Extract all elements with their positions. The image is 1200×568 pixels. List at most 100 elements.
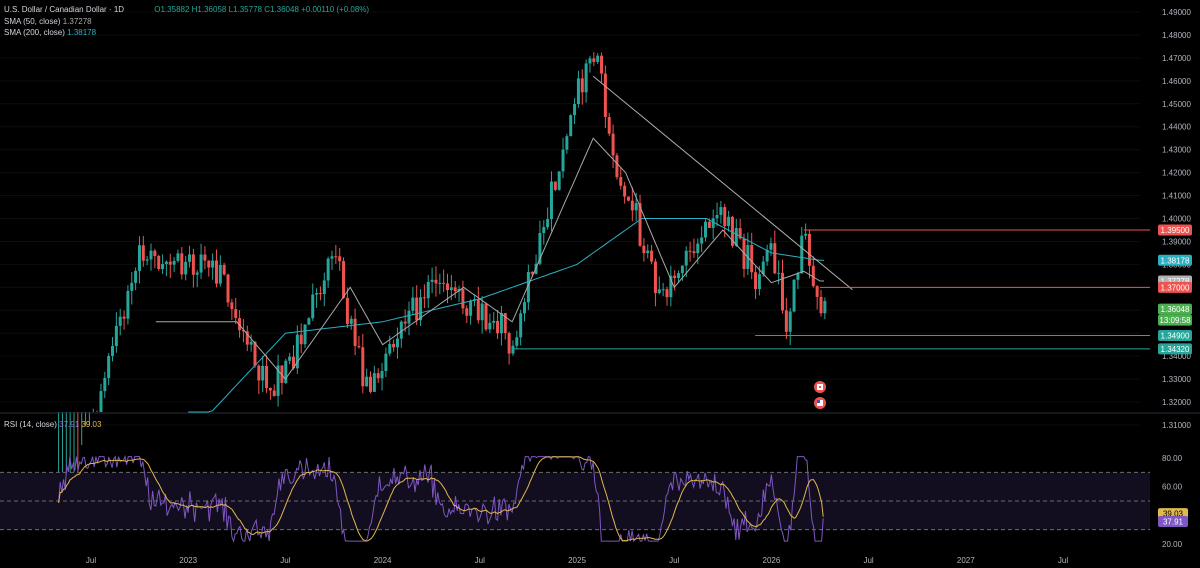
candle [484, 302, 488, 332]
candle [311, 283, 315, 321]
candle [184, 255, 188, 281]
candle [715, 202, 719, 227]
candle-body [761, 261, 765, 275]
candle-body [395, 338, 399, 348]
candle-body [588, 58, 592, 64]
sma200-legend[interactable]: SMA (200, close) 1.38178 [4, 27, 96, 38]
x-tick-label: Jul [475, 556, 485, 565]
candle-body [380, 370, 384, 379]
candle-body [499, 313, 503, 334]
candle-body [368, 376, 372, 392]
candle-body [145, 259, 149, 261]
y-tick-label: 1.39000 [1162, 237, 1191, 246]
candle-body [234, 309, 238, 319]
sma50-line [155, 137, 824, 380]
candle-body [661, 289, 665, 291]
candle [823, 297, 827, 320]
candle-body [218, 264, 222, 284]
candle-body [180, 253, 184, 275]
y-tick-label: 1.49000 [1162, 8, 1191, 17]
sma50-legend[interactable]: SMA (50, close) 1.37278 [4, 16, 92, 27]
candle [811, 256, 815, 288]
candle [199, 243, 203, 279]
candle [218, 255, 222, 287]
level-label-4: 1.34320 [1161, 345, 1190, 354]
candle-body [769, 243, 773, 250]
candle [222, 262, 226, 276]
candle-body [526, 272, 530, 303]
sma200-label: SMA (200, close) [4, 28, 65, 37]
candle [168, 253, 172, 279]
candle [596, 53, 600, 64]
candles-group [58, 52, 827, 521]
candle-body [122, 316, 126, 319]
candle-body [353, 318, 357, 346]
candle-body [357, 345, 361, 348]
candle-body [203, 254, 207, 261]
candle [638, 194, 642, 247]
flag-leaf [819, 386, 821, 388]
candle [507, 331, 511, 365]
candle-body [338, 256, 342, 262]
candle [234, 297, 238, 325]
rsi-legend[interactable]: RSI (14, close) 37.91 39.03 [4, 419, 101, 430]
candle [365, 368, 369, 387]
candle [164, 260, 168, 277]
x-tick-label: 2024 [374, 556, 392, 565]
candle-body [207, 260, 211, 268]
candle-body [754, 272, 758, 290]
candle [453, 280, 457, 299]
candle [257, 364, 261, 394]
candle [111, 337, 115, 362]
candle [523, 298, 527, 322]
candle-body [738, 228, 742, 239]
candle-body [376, 373, 380, 379]
candle-body [230, 302, 234, 310]
candle-body [241, 330, 245, 332]
candle-body [580, 78, 584, 93]
x-tick-label: Jul [280, 556, 290, 565]
candle [526, 264, 530, 310]
candle-body [680, 265, 684, 274]
candle [588, 55, 592, 73]
candle-body [214, 260, 218, 284]
candle-body [546, 219, 550, 228]
candle [607, 112, 611, 136]
y-tick-label: 1.48000 [1162, 31, 1191, 40]
candle-body [430, 279, 434, 282]
x-tick-label: 2027 [957, 556, 975, 565]
candle [600, 52, 604, 83]
candle-body [719, 207, 723, 215]
candle [576, 70, 580, 108]
candle-body [157, 255, 161, 270]
candle [157, 254, 161, 271]
x-tick-label: Jul [86, 556, 96, 565]
candle-body [715, 214, 719, 219]
symbol-title[interactable]: U.S. Dollar / Canadian Dollar · 1D [4, 5, 125, 14]
y-tick-label: 1.44000 [1162, 123, 1191, 132]
candle [569, 114, 573, 137]
candle [642, 237, 646, 262]
candle-body [569, 115, 573, 137]
candle-body [134, 270, 138, 283]
candle-body [153, 250, 157, 256]
candle [546, 207, 550, 230]
candle-body [723, 207, 727, 227]
last-price-label: 1.36048 [1161, 305, 1190, 314]
countdown-label-bg [1158, 314, 1192, 326]
candle [561, 137, 565, 179]
candle-body [553, 181, 557, 190]
candle [176, 249, 180, 263]
level-label-2-bg [1158, 281, 1192, 293]
candle-body [257, 365, 261, 381]
candle-body [268, 387, 272, 391]
candle-body [422, 297, 426, 299]
candle [368, 371, 372, 394]
candle [238, 310, 242, 338]
candle-body [815, 286, 819, 297]
candle [719, 200, 723, 224]
candle-body [334, 256, 338, 258]
candle-body [692, 251, 696, 254]
y-tick-label: 1.47000 [1162, 54, 1191, 63]
